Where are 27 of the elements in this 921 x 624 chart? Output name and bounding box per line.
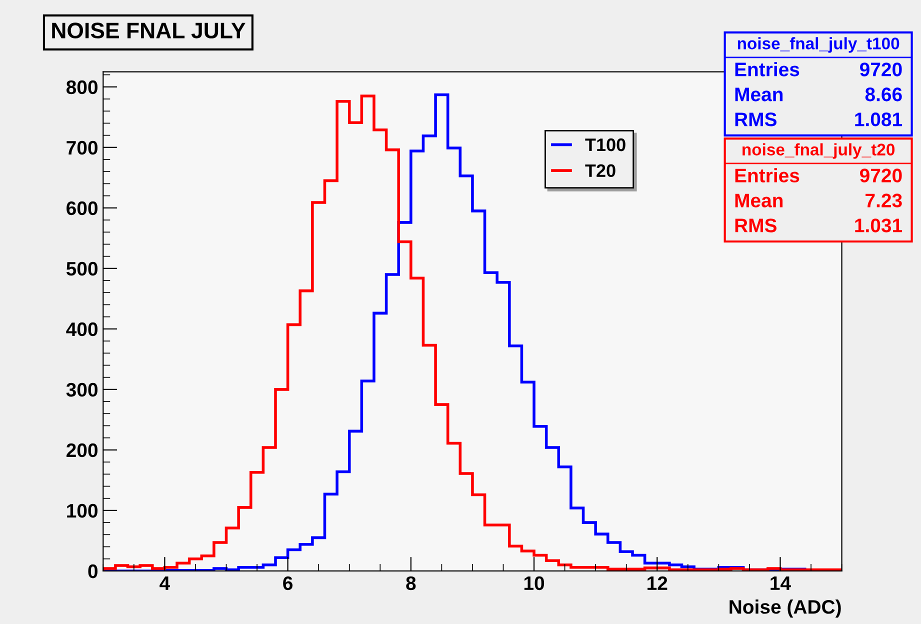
y-tick-label: 0 bbox=[88, 564, 98, 578]
x-tick-label: 12 bbox=[648, 576, 668, 590]
y-tick-label: 400 bbox=[66, 322, 98, 336]
text: RMS 1.031 bbox=[735, 218, 902, 232]
y-tick-label: 700 bbox=[66, 140, 98, 155]
x-tick-label: 14 bbox=[770, 576, 791, 590]
legend-label: T20 bbox=[585, 164, 616, 178]
y-tick-label: 600 bbox=[66, 201, 98, 216]
x-tick-label: 10 bbox=[524, 576, 544, 590]
x-axis-title: Noise (ADC) bbox=[730, 600, 841, 618]
text: Mean 8.66 bbox=[735, 88, 902, 102]
y-tick-label: 800 bbox=[66, 80, 98, 94]
x-tick-label: 4 bbox=[160, 576, 170, 590]
text: Entries 9720 bbox=[735, 168, 902, 182]
chart-title: NOISE FNAL JULY bbox=[52, 22, 246, 38]
annotation: noise_fnal_july_t20 bbox=[742, 143, 895, 159]
text: Entries 9720 bbox=[735, 62, 902, 76]
y-tick-label: 100 bbox=[67, 504, 98, 518]
text: RMS 1.081 bbox=[735, 112, 902, 126]
text: noise_fnal_july_t100 bbox=[738, 37, 900, 53]
y-tick-label: 300 bbox=[66, 382, 98, 397]
text: Mean 7.23 bbox=[735, 194, 902, 208]
x-tick-label: 8 bbox=[406, 576, 416, 590]
y-tick-label: 200 bbox=[66, 443, 98, 458]
x-tick-label: 6 bbox=[283, 576, 293, 590]
y-tick-label: 500 bbox=[66, 262, 98, 276]
legend-label: T100 bbox=[585, 138, 626, 152]
